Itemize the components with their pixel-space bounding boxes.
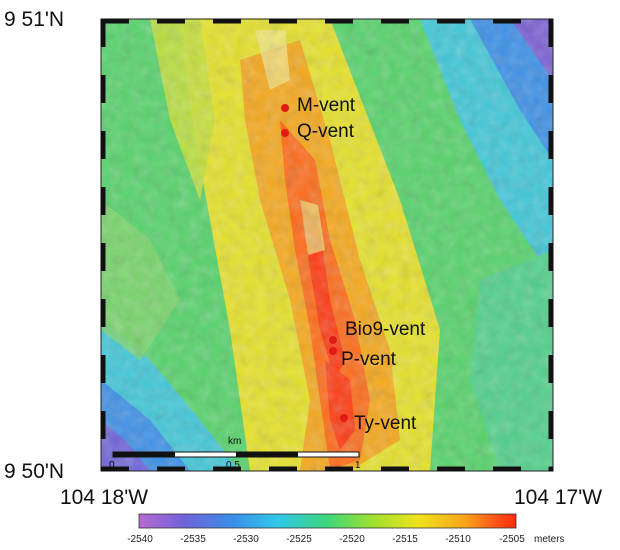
vent-label-ty: Ty-vent <box>354 413 417 434</box>
vent-label-q: Q-vent <box>297 121 355 142</box>
lon-right-label: 104 17'W <box>514 486 603 509</box>
lon-left-label: 104 18'W <box>60 486 149 509</box>
vent-label-m: M-vent <box>297 95 356 116</box>
lat-bottom-label: 9 50'N <box>4 460 65 483</box>
depth-field <box>101 19 553 471</box>
vent-marker-bio9 <box>329 336 337 344</box>
scale-label-half: 0.5 <box>226 460 240 471</box>
colorbar-unit: meters <box>534 534 565 545</box>
lat-top-label: 9 51'N <box>4 8 65 31</box>
vent-label-bio9: Bio9-vent <box>345 319 426 340</box>
vent-label-p: P-vent <box>341 349 396 370</box>
scale-unit: km <box>228 436 242 447</box>
colorbar-tick: -2540 <box>127 534 153 545</box>
vent-marker-p <box>329 347 337 355</box>
vent-marker-ty <box>340 414 348 422</box>
scale-label-0: 0 <box>109 460 115 471</box>
colorbar-tick: -2525 <box>286 534 312 545</box>
colorbar-tick: -2510 <box>445 534 471 545</box>
vent-marker-q <box>281 129 289 137</box>
vent-markers <box>281 104 348 422</box>
colorbar-tick: -2515 <box>392 534 418 545</box>
colorbar-tick: -2535 <box>180 534 206 545</box>
neatline <box>100 18 554 472</box>
vent-marker-m <box>281 104 289 112</box>
colorbar-tick: -2530 <box>233 534 259 545</box>
colorbar <box>138 513 517 529</box>
scale-label-1: 1 <box>355 460 361 471</box>
colorbar-tick: -2520 <box>339 534 365 545</box>
scale-bar <box>112 451 360 458</box>
colorbar-tick: -2505 <box>499 534 525 545</box>
